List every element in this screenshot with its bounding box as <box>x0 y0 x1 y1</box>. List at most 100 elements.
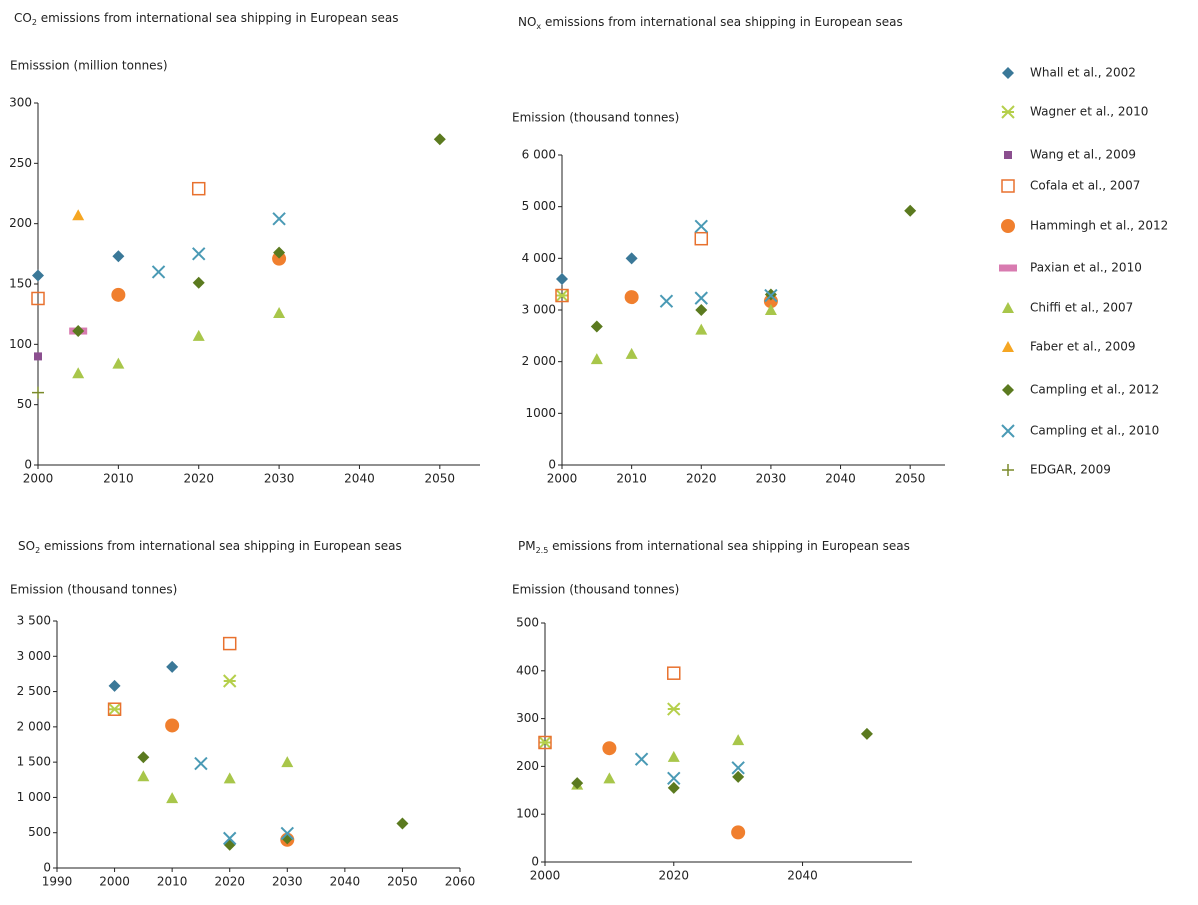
marker <box>571 777 584 790</box>
marker <box>556 273 568 285</box>
marker <box>194 756 208 771</box>
marker-part <box>137 770 150 782</box>
y-tick-label: 1000 <box>525 406 556 420</box>
marker-part <box>281 756 294 768</box>
y-tick-label: 150 <box>9 277 32 291</box>
marker-part <box>624 290 639 305</box>
marker-part <box>999 264 1017 272</box>
marker-part <box>223 674 237 688</box>
legend-label: Whall et al., 2002 <box>1030 66 1136 80</box>
marker-part <box>32 386 44 399</box>
legend-label: Wang et al., 2009 <box>1030 148 1136 162</box>
marker <box>273 306 286 318</box>
marker <box>764 304 777 315</box>
marker <box>72 209 85 221</box>
x-tick-label: 2020 <box>183 472 214 486</box>
marker-part <box>1002 341 1014 352</box>
x-tick-label: 2030 <box>272 875 303 889</box>
x-tick-label: 2000 <box>23 472 54 486</box>
x-tick-label: 2040 <box>330 875 361 889</box>
marker <box>555 288 569 303</box>
x-tick-label: 2050 <box>425 472 456 486</box>
y-tick-label: 100 <box>9 337 32 351</box>
marker <box>273 246 286 259</box>
y-tick-label: 0 <box>548 458 556 472</box>
marker-part <box>625 252 638 265</box>
title-part: emissions from international sea shippin… <box>548 539 910 553</box>
marker-part <box>634 752 649 766</box>
marker-part <box>1001 219 1015 233</box>
marker-part <box>151 265 166 279</box>
marker <box>590 320 603 333</box>
y-tick-label: 500 <box>28 825 51 839</box>
x-tick-label: 2000 <box>530 869 561 883</box>
marker <box>223 674 237 688</box>
legend-label: Campling et al., 2010 <box>1030 424 1159 438</box>
marker <box>111 287 126 302</box>
marker <box>625 347 638 359</box>
y-tick-label: 5 000 <box>522 199 556 213</box>
legend-label: Wagner et al., 2010 <box>1030 105 1148 119</box>
chart-title: CO2 emissions from international sea shi… <box>14 11 399 27</box>
marker-part <box>396 817 409 830</box>
marker-part <box>695 304 708 316</box>
marker-part <box>280 826 294 841</box>
marker-part <box>223 838 236 851</box>
marker-part <box>555 288 569 303</box>
marker <box>732 734 745 746</box>
marker-part <box>659 294 674 308</box>
y-tick-label: 300 <box>516 711 539 725</box>
marker-part <box>556 273 568 285</box>
marker-part <box>32 269 44 282</box>
marker <box>731 761 745 775</box>
marker <box>694 291 708 305</box>
marker <box>1002 302 1014 313</box>
marker <box>659 294 674 308</box>
marker-part <box>192 276 205 289</box>
title-part: emissions from international sea shippin… <box>541 15 903 29</box>
marker-part <box>166 792 179 804</box>
y-axis-label: Emission (thousand tonnes) <box>10 583 177 597</box>
marker <box>695 304 708 316</box>
marker-part <box>538 735 552 750</box>
y-tick-label: 2 000 <box>17 719 51 733</box>
y-tick-label: 0 <box>24 458 32 472</box>
marker <box>222 636 237 651</box>
marker <box>538 735 552 750</box>
marker <box>1002 67 1014 79</box>
marker-part <box>72 209 85 221</box>
marker <box>72 367 85 379</box>
marker-part <box>1002 464 1014 476</box>
marker <box>272 251 287 266</box>
marker <box>191 181 206 196</box>
marker-part <box>571 777 584 790</box>
marker <box>1002 464 1014 476</box>
y-tick-label: 2 000 <box>522 354 556 368</box>
marker <box>1001 179 1015 193</box>
marker <box>602 741 617 756</box>
marker <box>1002 341 1014 352</box>
marker-part <box>904 204 917 217</box>
x-tick-label: 2010 <box>157 875 188 889</box>
marker <box>223 772 236 784</box>
y-tick-label: 300 <box>9 96 32 110</box>
marker-part <box>1002 302 1014 313</box>
y-tick-label: 0 <box>531 855 539 869</box>
marker-part <box>112 357 125 369</box>
marker <box>107 702 122 716</box>
marker-part <box>1002 67 1014 79</box>
title-part: PM <box>518 539 536 553</box>
y-tick-label: 1 000 <box>17 790 51 804</box>
chart-title: PM2.5 emissions from international sea s… <box>518 539 910 555</box>
title-part: NO <box>518 15 536 29</box>
marker <box>137 751 150 764</box>
x-tick-label: 1990 <box>42 875 73 889</box>
legend-label: Paxian et al., 2010 <box>1030 261 1142 275</box>
marker-part <box>602 741 617 756</box>
marker-part <box>590 353 603 365</box>
chart-title: SO2 emissions from international sea shi… <box>18 539 402 555</box>
marker <box>192 276 205 289</box>
title-part: CO <box>14 11 32 25</box>
y-tick-label: 3 000 <box>522 303 556 317</box>
x-tick-label: 2010 <box>103 472 134 486</box>
